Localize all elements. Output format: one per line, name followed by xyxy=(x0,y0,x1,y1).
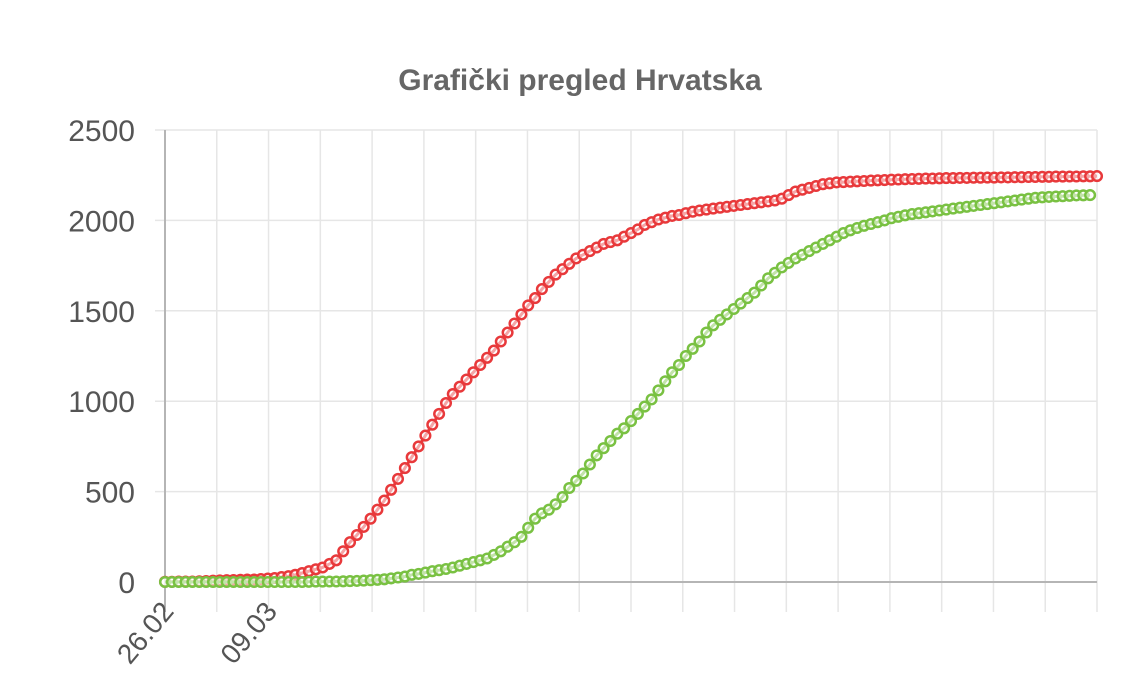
data-point[interactable] xyxy=(659,375,672,388)
data-point[interactable] xyxy=(631,407,644,420)
data-point[interactable] xyxy=(474,358,487,372)
data-point[interactable] xyxy=(364,512,377,525)
data-point[interactable] xyxy=(618,422,631,435)
data-point[interactable] xyxy=(549,498,562,511)
data-point[interactable] xyxy=(391,472,405,485)
data-point[interactable] xyxy=(583,458,596,471)
data-point[interactable] xyxy=(515,308,528,321)
data-point[interactable] xyxy=(501,326,514,339)
data-point[interactable] xyxy=(604,434,617,448)
data-point[interactable] xyxy=(412,440,425,453)
data-point[interactable] xyxy=(467,366,480,379)
y-tick-label: 2000 xyxy=(68,205,135,238)
x-tick-label: 26.02 xyxy=(111,596,180,670)
data-point[interactable] xyxy=(666,366,679,379)
chart-title: Grafički pregled Hrvatska xyxy=(398,64,762,97)
data-point[interactable] xyxy=(556,490,569,504)
data-point[interactable] xyxy=(576,467,590,480)
data-point[interactable] xyxy=(590,449,603,462)
data-point[interactable] xyxy=(624,415,638,428)
data-point[interactable] xyxy=(371,503,384,516)
data-point[interactable] xyxy=(755,279,768,292)
data-point[interactable] xyxy=(1084,189,1097,202)
data-point[interactable] xyxy=(357,520,370,533)
data-point[interactable] xyxy=(597,442,610,455)
data-point[interactable] xyxy=(1090,170,1104,183)
grid xyxy=(155,129,1098,612)
data-point[interactable] xyxy=(426,418,439,431)
series-group xyxy=(158,170,1104,589)
data-point[interactable] xyxy=(405,451,418,464)
y-tick-label: 1000 xyxy=(68,386,135,419)
data-point[interactable] xyxy=(570,474,583,487)
data-point[interactable] xyxy=(419,429,432,442)
data-point[interactable] xyxy=(542,275,555,288)
data-point[interactable] xyxy=(686,342,699,355)
y-tick-label: 2500 xyxy=(68,115,135,148)
data-point[interactable] xyxy=(385,483,398,496)
y-tick-label: 500 xyxy=(85,477,135,510)
data-point[interactable] xyxy=(529,292,542,305)
data-point[interactable] xyxy=(398,462,411,475)
data-point[interactable] xyxy=(460,373,473,386)
data-point[interactable] xyxy=(515,530,528,543)
data-point[interactable] xyxy=(638,400,651,413)
data-point[interactable] xyxy=(522,299,535,312)
data-point[interactable] xyxy=(439,396,453,410)
y-tick-label: 1500 xyxy=(68,296,135,329)
data-point[interactable] xyxy=(343,536,357,549)
data-point[interactable] xyxy=(672,358,686,372)
data-point[interactable] xyxy=(693,335,706,348)
data-point[interactable] xyxy=(645,393,658,406)
data-point[interactable] xyxy=(522,521,535,534)
series-2 xyxy=(158,189,1097,589)
data-point[interactable] xyxy=(487,344,500,357)
data-point[interactable] xyxy=(652,384,665,397)
data-point[interactable] xyxy=(679,349,692,363)
data-point[interactable] xyxy=(337,545,350,558)
data-point[interactable] xyxy=(378,494,391,507)
data-point[interactable] xyxy=(453,380,466,393)
x-tick-label: 09.03 xyxy=(214,596,283,670)
series-1 xyxy=(158,170,1104,588)
data-point[interactable] xyxy=(748,286,761,299)
data-point[interactable] xyxy=(350,528,363,542)
data-point[interactable] xyxy=(446,387,459,401)
series-line xyxy=(165,193,1091,584)
data-point[interactable] xyxy=(433,407,446,420)
data-point[interactable] xyxy=(481,351,494,364)
data-point[interactable] xyxy=(563,481,576,495)
data-point[interactable] xyxy=(700,326,713,339)
data-point[interactable] xyxy=(494,335,507,348)
y-tick-label: 0 xyxy=(118,567,135,600)
data-point[interactable] xyxy=(330,554,343,567)
data-point[interactable] xyxy=(508,317,521,330)
data-point[interactable] xyxy=(535,283,548,296)
